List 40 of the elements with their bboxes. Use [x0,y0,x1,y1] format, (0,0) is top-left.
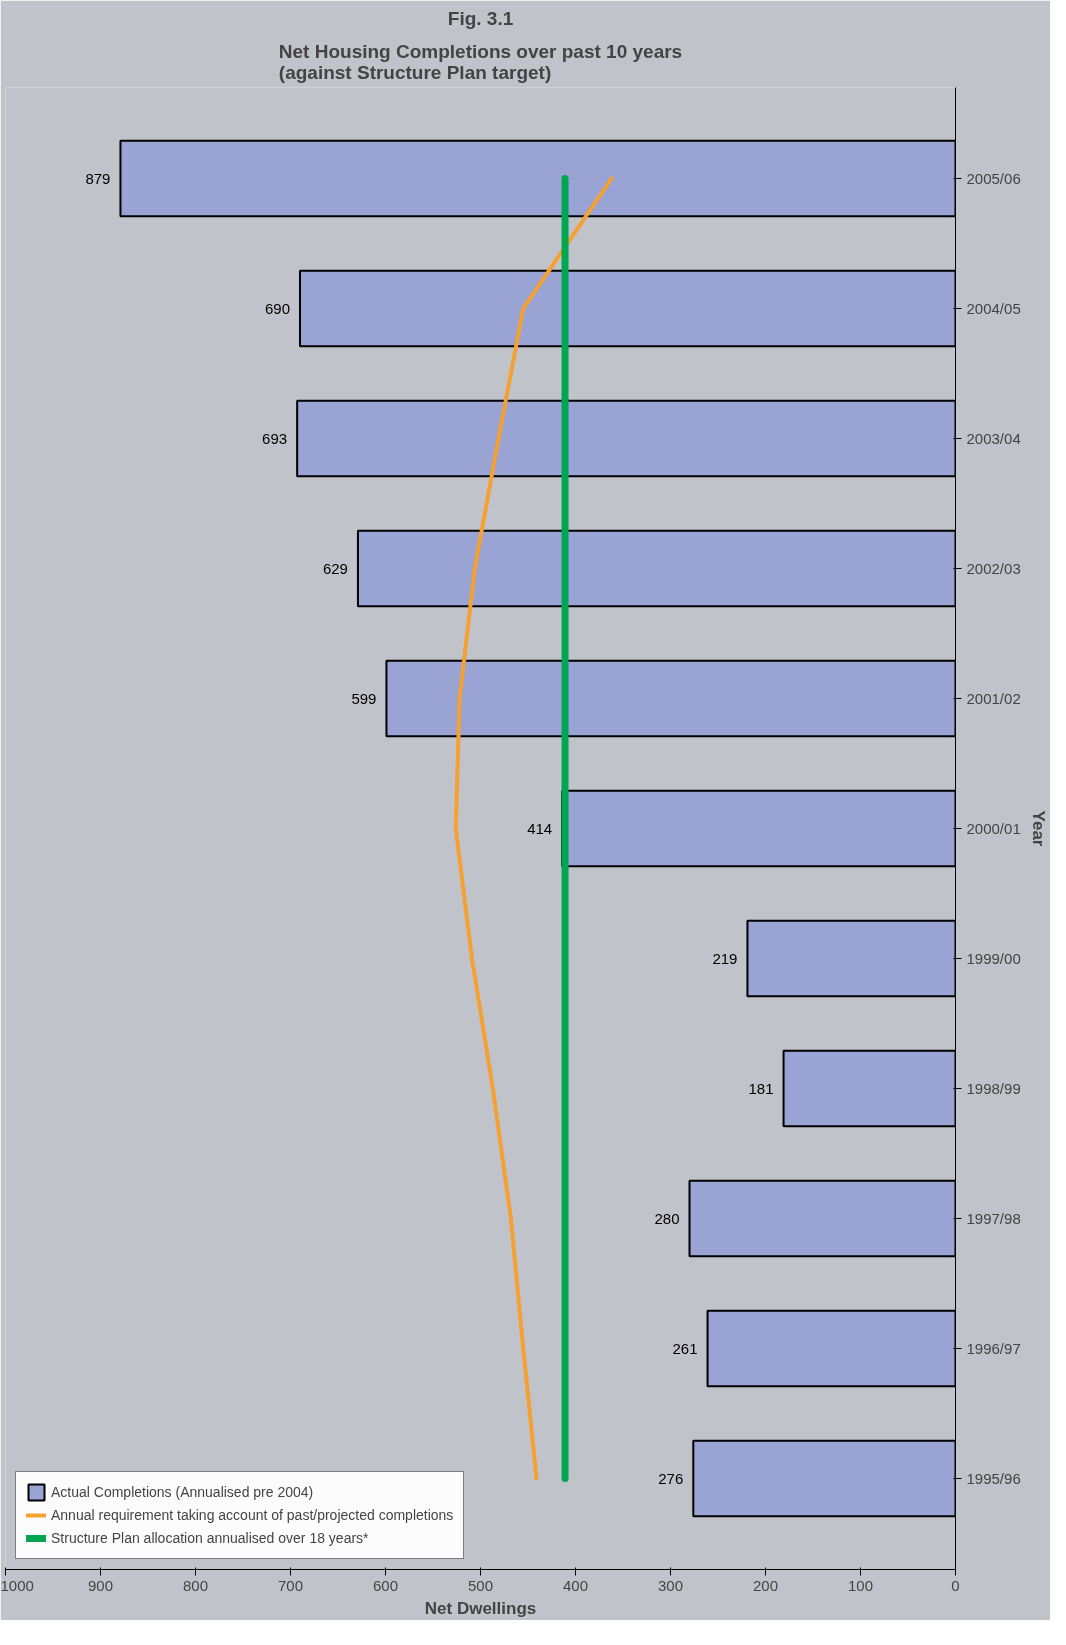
data-label: 219 [712,949,738,967]
data-label: 261 [672,1339,698,1357]
y-tick-label: 2004/05 [966,300,1021,317]
y-tick-label: 2005/06 [966,170,1021,187]
data-label: 690 [264,299,290,317]
x-tick-label: 500 [467,1576,494,1594]
y-axis-title: Year [1028,810,1048,847]
y-tick-label: 2001/02 [966,690,1021,707]
x-tick-label: 200 [752,1576,779,1594]
data-label: 599 [351,689,377,707]
data-label: 693 [262,429,288,447]
data-label: 280 [654,1209,680,1227]
legend-label: Actual Completions (Annualised pre 2004) [51,1484,314,1500]
data-label: 276 [658,1469,684,1487]
x-tick-label: 100 [847,1576,874,1594]
legend-label: Structure Plan allocation annualised over 18 years* [51,1530,369,1546]
y-tick-label: 1998/99 [966,1080,1021,1097]
chart-subtitle: Net Housing Completions over past 10 years (against Structure Plan target) [278,40,683,83]
y-tick-label: 2000/01 [966,820,1021,837]
data-label: 181 [748,1079,774,1097]
x-tick-label: 300 [657,1576,684,1594]
y-tick-label: 2003/04 [966,430,1021,447]
x-axis-title: Net Dwellings [424,1598,537,1618]
x-tick-label: 700 [277,1576,304,1594]
data-label: 879 [85,169,111,187]
x-tick-label: 0 [951,1576,960,1594]
x-tick-label: 800 [182,1576,209,1594]
x-tick-label: 1000 [0,1576,34,1594]
chart-title: Fig. 3.1 [447,7,514,29]
y-tick-label: 1996/97 [966,1340,1021,1357]
x-tick-label: 600 [372,1576,399,1594]
data-label: 629 [322,559,348,577]
x-tick-label: 900 [87,1576,114,1594]
y-tick-label: 2002/03 [966,560,1021,577]
x-tick-label: 400 [562,1576,589,1594]
y-tick-label: 1995/96 [966,1470,1021,1487]
legend-label: Annual requirement taking account of past/projected completions [51,1507,454,1523]
data-label: 414 [527,819,553,837]
y-tick-label: 1999/00 [966,950,1021,967]
y-tick-label: 1997/98 [966,1210,1021,1227]
